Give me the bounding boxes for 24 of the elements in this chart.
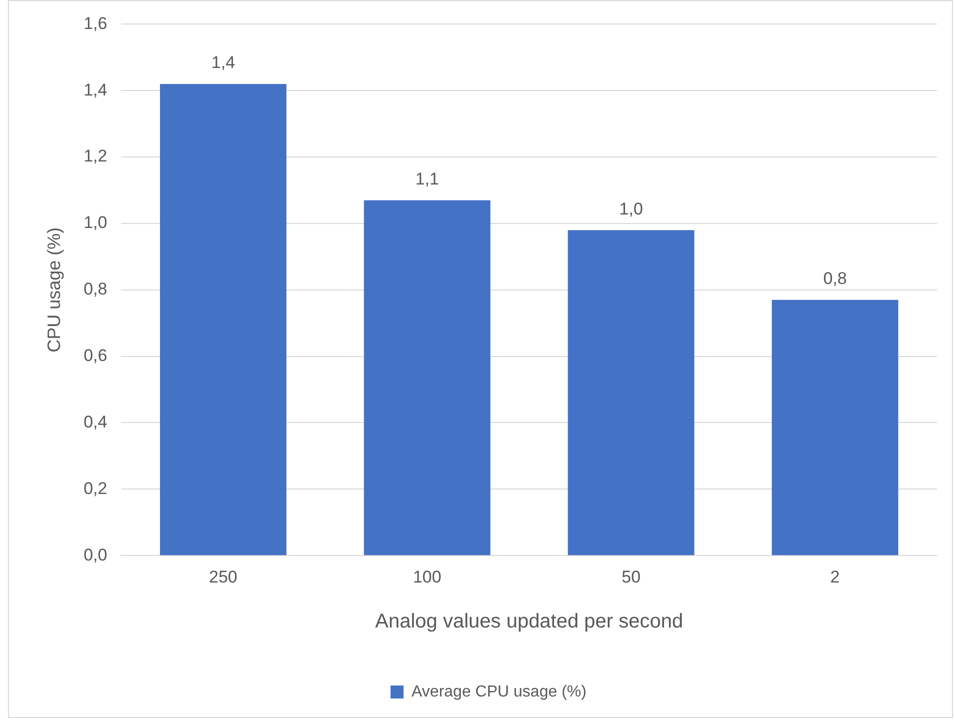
y-tick-label: 1,4: [84, 80, 108, 100]
y-axis-title: CPU usage (%): [44, 227, 64, 352]
x-tick-label: 50: [622, 567, 641, 586]
y-tick-label: 1,0: [84, 213, 108, 232]
bar: [772, 300, 898, 556]
x-axis-title: Analog values updated per second: [375, 610, 684, 633]
y-tick-label: 0,8: [84, 280, 108, 299]
data-label: 1,4: [211, 53, 236, 72]
bar: [568, 230, 694, 556]
x-tick-label: 250: [209, 567, 238, 586]
y-tick-label: 1,6: [84, 14, 108, 33]
y-tick-label: 0,0: [84, 545, 108, 564]
bar: [364, 200, 490, 556]
data-label: 0,8: [823, 269, 847, 288]
data-label: 1,1: [415, 169, 439, 188]
y-tick-label: 1,2: [84, 146, 108, 166]
y-tick-label: 0,2: [84, 478, 108, 498]
y-tick-label: 0,4: [84, 412, 108, 432]
x-tick-label: 2: [830, 567, 840, 586]
data-label: 1,0: [619, 199, 643, 218]
bar: [160, 84, 286, 556]
legend-label: Average CPU usage (%): [412, 683, 586, 700]
y-tick-label: 0,6: [84, 346, 108, 366]
x-tick-label: 100: [412, 567, 442, 586]
